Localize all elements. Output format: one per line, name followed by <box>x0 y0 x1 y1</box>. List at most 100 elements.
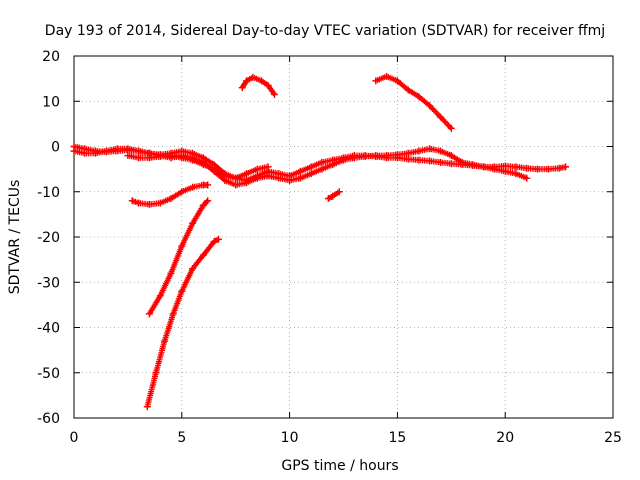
x-tick-label: 25 <box>604 430 622 446</box>
data-point <box>544 165 552 173</box>
data-point <box>324 195 332 203</box>
data-point <box>372 152 380 160</box>
data-point <box>264 163 272 171</box>
data-point <box>469 161 477 169</box>
data-point <box>242 170 250 178</box>
series-track-upper-mid <box>238 73 279 98</box>
data-point <box>458 158 466 166</box>
data-point <box>92 149 100 157</box>
data-point <box>404 86 412 94</box>
data-point <box>167 195 175 203</box>
data-point <box>81 149 89 157</box>
data-point <box>437 113 445 121</box>
data-point <box>189 219 197 227</box>
series-track-steep-2 <box>143 235 222 411</box>
series-track-lower-arc <box>128 181 212 208</box>
data-point <box>102 147 110 155</box>
data-point <box>124 152 132 160</box>
data-point <box>143 403 151 411</box>
data-point <box>189 183 197 191</box>
data-point <box>307 170 315 178</box>
data-point <box>318 158 326 166</box>
data-point <box>156 152 164 160</box>
y-tick-label: 0 <box>51 140 60 156</box>
data-point <box>415 147 423 155</box>
x-tick-label: 20 <box>496 430 514 446</box>
data-point <box>426 102 434 110</box>
data-point <box>242 77 250 85</box>
x-tick-label: 0 <box>70 430 79 446</box>
data-point <box>199 201 207 209</box>
data-point <box>404 149 412 157</box>
y-tick-label: 20 <box>42 49 60 65</box>
data-point <box>426 145 434 153</box>
x-tick-label: 10 <box>281 430 299 446</box>
data-point <box>555 164 563 172</box>
y-tick-label: -10 <box>37 185 60 201</box>
data-point <box>271 90 279 98</box>
data-point <box>404 155 412 163</box>
data-point <box>490 165 498 173</box>
data-point <box>523 174 531 182</box>
data-point <box>512 163 520 171</box>
series-markers <box>144 236 222 410</box>
data-point <box>210 238 218 246</box>
y-tick-label: -60 <box>37 411 60 427</box>
data-point <box>340 156 347 164</box>
y-tick-label: 10 <box>42 94 60 110</box>
data-point <box>383 152 391 160</box>
series-track-main-b <box>70 145 531 189</box>
data-point <box>329 192 337 200</box>
data-point <box>275 174 283 182</box>
data-point <box>178 242 186 250</box>
data-point <box>350 154 358 162</box>
y-tick-label: -40 <box>37 321 60 337</box>
data-point <box>447 152 455 160</box>
data-point <box>135 147 143 155</box>
data-point <box>437 158 445 166</box>
data-point <box>178 188 186 196</box>
data-point <box>415 93 423 101</box>
series-layer <box>70 72 570 411</box>
data-point <box>145 154 153 162</box>
data-point <box>480 163 488 171</box>
x-axis-title: GPS time / hours <box>281 458 398 474</box>
data-point <box>232 174 240 182</box>
y-tick-label: -30 <box>37 275 60 291</box>
data-point <box>145 310 153 318</box>
series-markers <box>372 73 455 132</box>
data-point <box>242 179 250 187</box>
data-point <box>178 154 186 162</box>
data-point <box>210 165 218 173</box>
data-point <box>253 174 261 182</box>
data-point <box>156 292 164 300</box>
data-point <box>70 147 78 155</box>
data-point <box>329 161 337 169</box>
axis-ticks: 0 5 10 15 20 25 -60 -50 -40 -30 -20 -10 0 10 20 <box>37 49 622 446</box>
data-point <box>534 165 542 173</box>
y-axis-title: SDTVAR / TECUs <box>7 180 23 295</box>
y-tick-label: -20 <box>37 230 60 246</box>
data-point <box>307 163 315 171</box>
data-point <box>447 124 455 132</box>
data-point <box>232 181 240 189</box>
data-point <box>113 145 121 153</box>
series-track-main-a <box>70 143 570 184</box>
chart-title: Day 193 of 2014, Sidereal Day-to-day VTE… <box>45 23 605 39</box>
series-track-steep-1 <box>145 197 212 318</box>
data-point <box>152 369 160 377</box>
data-point <box>124 145 132 153</box>
data-point <box>204 181 212 189</box>
data-point <box>214 235 222 243</box>
series-track-upper-right <box>372 72 455 132</box>
data-point <box>318 165 326 173</box>
data-point <box>264 172 272 180</box>
series-track-main-c <box>124 152 272 182</box>
data-point <box>204 197 212 205</box>
data-point <box>523 164 531 172</box>
data-point <box>447 160 455 168</box>
data-point <box>128 197 136 205</box>
data-point <box>415 156 423 164</box>
data-point <box>286 176 294 184</box>
